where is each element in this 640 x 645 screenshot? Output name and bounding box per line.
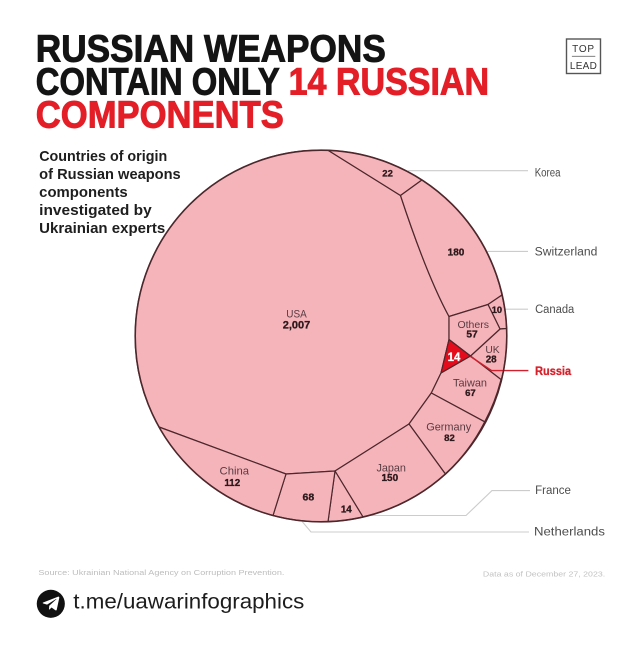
svg-text:22: 22 <box>382 169 393 180</box>
svg-text:2,007: 2,007 <box>283 319 311 331</box>
svg-text:14: 14 <box>341 505 352 516</box>
svg-text:112: 112 <box>224 478 240 489</box>
svg-text:Ukrainian experts: Ukrainian experts <box>39 221 165 237</box>
svg-text:components: components <box>39 185 128 201</box>
svg-text:Data as of December 27, 2023.: Data as of December 27, 2023. <box>483 572 605 579</box>
svg-text:UK: UK <box>485 345 499 356</box>
svg-text:Russia: Russia <box>535 366 572 378</box>
svg-text:14: 14 <box>448 352 461 364</box>
svg-text:68: 68 <box>303 492 315 504</box>
svg-text:180: 180 <box>448 247 465 258</box>
svg-text:10: 10 <box>492 305 502 315</box>
svg-text:investigated by: investigated by <box>39 203 152 219</box>
svg-text:150: 150 <box>381 473 398 484</box>
svg-text:of Russian weapons: of Russian weapons <box>39 167 181 183</box>
svg-text:67: 67 <box>465 388 476 399</box>
svg-text:China: China <box>220 465 250 477</box>
svg-text:TOP: TOP <box>572 44 595 55</box>
svg-text:Countries of origin: Countries of origin <box>39 149 167 165</box>
svg-text:57: 57 <box>466 329 478 340</box>
svg-text:t.me/uawarinfographics: t.me/uawarinfographics <box>73 590 304 613</box>
svg-text:France: France <box>535 485 571 497</box>
svg-text:Japan: Japan <box>376 462 406 474</box>
svg-text:Netherlands: Netherlands <box>534 527 605 539</box>
svg-text:USA: USA <box>286 308 307 320</box>
svg-text:Germany: Germany <box>426 422 471 434</box>
svg-text:RUSSIAN WEAPONS: RUSSIAN WEAPONS <box>36 27 386 69</box>
svg-text:Taiwan: Taiwan <box>453 377 487 389</box>
svg-text:Korea: Korea <box>535 167 561 179</box>
svg-text:Others: Others <box>457 319 489 331</box>
svg-text:Canada: Canada <box>535 304 575 316</box>
svg-text:CONTAIN ONLY: CONTAIN ONLY <box>36 60 280 102</box>
svg-text:Switzerland: Switzerland <box>535 246 598 258</box>
svg-text:COMPONENTS: COMPONENTS <box>36 93 284 135</box>
svg-text:Source: Ukrainian National Age: Source: Ukrainian National Agency on Cor… <box>38 570 284 577</box>
svg-text:14 RUSSIAN: 14 RUSSIAN <box>289 60 490 102</box>
svg-text:82: 82 <box>444 433 455 444</box>
svg-text:28: 28 <box>486 355 497 366</box>
svg-text:LEAD: LEAD <box>570 61 597 72</box>
